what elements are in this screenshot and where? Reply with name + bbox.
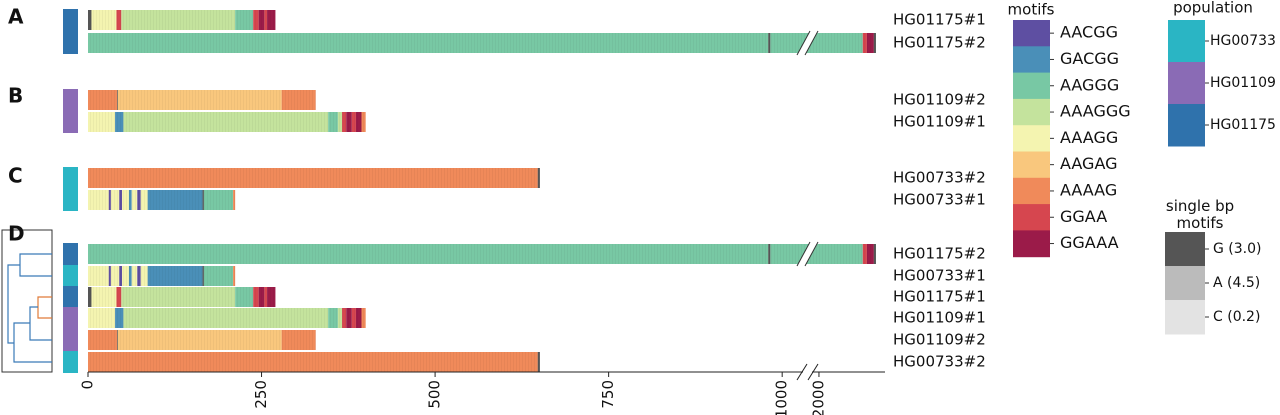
x-tick-label: 250 [252,380,270,409]
x-tick-label: 0 [79,380,97,390]
x-tick-label: 500 [426,380,444,409]
population-strip [63,265,78,287]
repeat-unit-texture [88,266,236,286]
population-strip [63,307,78,329]
axis-break-line [804,241,819,267]
repeat-unit-texture [88,112,366,132]
motif-legend-label: AAAGG [1060,128,1118,147]
motif-legend-swatch [1013,230,1050,258]
single-bp-legend-label: A (4.5) [1213,275,1260,291]
sample-name: HG01109#2 [893,91,986,109]
population-legend-swatch [1168,20,1205,63]
x-axis-break [807,363,819,381]
motif-legend-title: motifs [1008,1,1055,19]
x-tick-label: 750 [599,380,617,409]
single-bp-legend-swatch [1165,232,1205,267]
axis-break [797,31,818,55]
axis-break-line [804,30,819,56]
repeat-unit-texture [88,308,366,328]
motif-legend-swatch [1013,98,1050,126]
motif-legend-label: GGAA [1060,207,1107,226]
sample-name: HG01175#1 [893,11,986,29]
repeat-unit-texture [88,190,236,210]
sample-name: HG01175#2 [893,34,986,52]
population-strip [63,167,78,211]
population-strip [63,89,78,133]
motif-legend-swatch [1013,20,1050,47]
population-strip [63,351,78,373]
motif-legend-swatch [1013,204,1050,231]
dendrogram [1,229,53,373]
x-axis-break [796,363,808,381]
axis-break-line [796,241,811,267]
motif-legend-label: AACGG [1060,23,1118,42]
sample-name: HG00733#1 [893,191,986,209]
axis-break [797,242,818,266]
x-tick-label: 1000 [773,380,791,415]
panel-label: D [8,222,25,246]
repeat-unit-texture [88,244,876,264]
single-bp-legend-label: G (3.0) [1213,241,1262,257]
single-bp-legend-label: C (0.2) [1213,309,1260,325]
motif-legend-label: AAGAG [1060,154,1118,173]
motif-legend-swatch [1013,177,1050,205]
panel-label: B [8,84,23,108]
motif-legend-swatch [1013,46,1050,74]
sample-name: HG00733#2 [893,169,986,187]
single-bp-legend-swatch [1165,266,1205,301]
panel-label: A [8,5,24,29]
motif-legend-label: AAGGG [1060,75,1119,94]
population-strip [63,286,78,308]
population-strip [63,9,78,54]
sample-name: HG01175#1 [893,288,986,306]
sample-name: HG00733#2 [893,353,986,371]
motif-legend-swatch [1013,125,1050,152]
motif-legend-label: GACGG [1060,49,1119,68]
population-legend-label: HG00733 [1210,33,1276,49]
repeat-unit-texture [88,90,316,110]
motif-legend-swatch [1013,72,1050,100]
population-legend-swatch [1168,104,1205,147]
repeat-unit-texture [88,330,316,350]
motif-legend-label: AAAAG [1060,180,1117,199]
motif-legend-label: GGAAA [1060,233,1119,252]
repeat-unit-texture [88,352,540,372]
sample-name: HG01109#1 [893,113,986,131]
population-legend-swatch [1168,62,1205,105]
axis-break-line [796,30,811,56]
sample-name: HG01109#2 [893,331,986,349]
single-bp-legend-swatch [1165,300,1205,335]
single-bp-legend-title: single bp motifs [1165,197,1235,232]
sample-name: HG01175#2 [893,245,986,263]
x-tick-label: 2000 [809,380,827,415]
population-strip [63,243,78,265]
repeat-unit-texture [88,168,540,188]
panel-label: C [8,164,23,188]
sample-name: HG00733#1 [893,267,986,285]
population-legend-label: HG01109 [1210,75,1276,91]
sample-name: HG01109#1 [893,309,986,327]
motif-legend-swatch [1013,151,1050,179]
repeat-unit-texture [88,33,876,53]
population-legend-label: HG01175 [1210,117,1276,133]
repeat-unit-texture [88,287,276,307]
population-legend-title: population [1173,0,1253,17]
motif-legend-label: AAAGGG [1060,102,1131,121]
population-strip [63,329,78,351]
repeat-unit-texture [88,10,276,30]
